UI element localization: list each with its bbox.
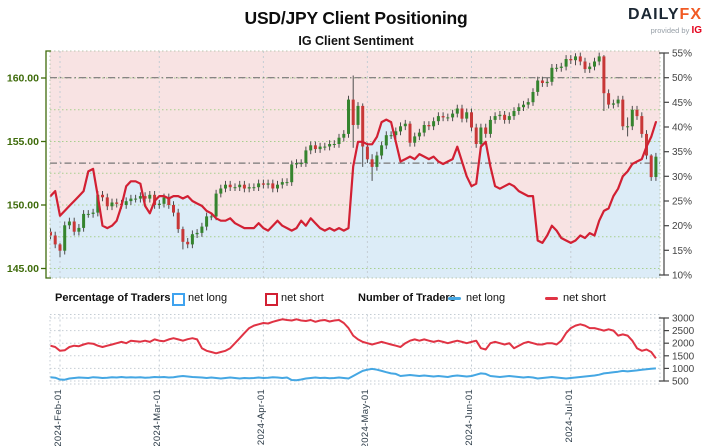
legend-pct-net-long-label: net long — [188, 292, 228, 304]
x-axis-label: 2024-May-01 — [360, 389, 371, 446]
x-axis-label: 2024-Jul-01 — [564, 389, 575, 443]
svg-text:160.00: 160.00 — [7, 73, 39, 85]
x-axis-label: 2024-Apr-01 — [256, 389, 267, 446]
legend-num-net-long-swatch — [448, 297, 461, 300]
price-axis: 160.00 155.00 150.00 145.00 — [7, 50, 51, 279]
svg-text:10%: 10% — [672, 271, 692, 282]
legend-num-net-short-label: net short — [563, 292, 606, 304]
x-axis-label: 2024-Mar-01 — [152, 389, 163, 446]
svg-text:2500: 2500 — [672, 326, 695, 337]
legend-percentage-title: Percentage of Traders — [55, 292, 171, 304]
svg-text:40%: 40% — [672, 123, 692, 134]
logo-provided-by: provided by IG — [628, 26, 702, 36]
provided-by-text: provided by — [650, 26, 690, 35]
legend-number-title: Number of Traders — [358, 292, 456, 304]
svg-text:1500: 1500 — [672, 351, 695, 362]
net-short-percent-line — [50, 118, 658, 244]
x-axis-label: 2024-Feb-01 — [53, 389, 64, 446]
svg-text:55%: 55% — [672, 49, 692, 60]
logo-daily-text: DAILY — [628, 6, 680, 23]
legend-pct-net-short-swatch — [265, 293, 278, 306]
legend-pct-net-short-label: net short — [281, 292, 324, 304]
svg-text:25%: 25% — [672, 197, 692, 208]
svg-text:1000: 1000 — [672, 364, 695, 375]
svg-text:45%: 45% — [672, 98, 692, 109]
svg-text:35%: 35% — [672, 147, 692, 158]
svg-text:20%: 20% — [672, 221, 692, 232]
percent-axis: 55% 50% 45% 40% 35% 30% 25% 20% 15% 10% — [659, 49, 692, 282]
svg-text:3000: 3000 — [672, 314, 695, 325]
svg-text:145.00: 145.00 — [7, 263, 39, 275]
dailyfx-wordmark: DAILYFX — [628, 7, 702, 23]
x-axis-label: 2024-Jun-01 — [464, 389, 475, 446]
net-short-area — [50, 51, 660, 243]
svg-text:150.00: 150.00 — [7, 200, 39, 212]
svg-text:50%: 50% — [672, 73, 692, 84]
svg-text:500: 500 — [672, 377, 689, 388]
svg-text:2000: 2000 — [672, 339, 695, 350]
num-net-short-line — [50, 318, 657, 359]
page-title: USD/JPY Client Positioning — [244, 8, 468, 28]
legend-pct-net-long-swatch — [172, 293, 185, 306]
chart-subtitle: IG Client Sentiment — [298, 34, 414, 48]
num-net-long-line — [50, 367, 656, 382]
logo-ig-text: IG — [691, 25, 702, 36]
dailyfx-logo: DAILYFX provided by IG — [628, 7, 702, 36]
svg-text:15%: 15% — [672, 246, 692, 257]
legend-num-net-long-label: net long — [466, 292, 506, 304]
logo-fx-text: FX — [679, 6, 702, 23]
svg-text:30%: 30% — [672, 172, 692, 183]
legend-num-net-short-swatch — [545, 297, 558, 300]
svg-text:155.00: 155.00 — [7, 136, 39, 148]
